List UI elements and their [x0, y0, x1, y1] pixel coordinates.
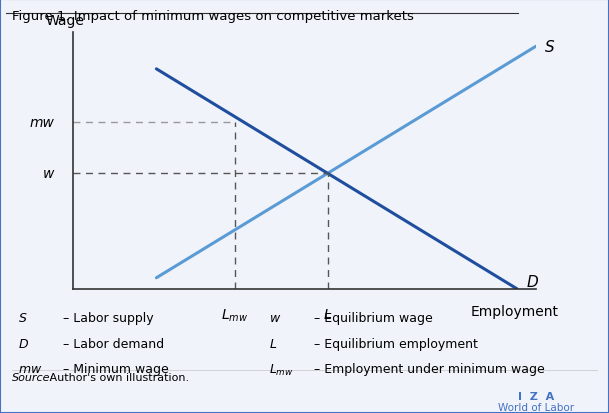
Text: World of Labor: World of Labor: [498, 402, 574, 412]
Text: – Employment under minimum wage: – Employment under minimum wage: [311, 363, 545, 375]
Text: $L_{mw}$: $L_{mw}$: [269, 361, 294, 377]
Text: S: S: [545, 40, 555, 55]
Text: – Equilibrium employment: – Equilibrium employment: [311, 337, 478, 350]
Text: $S$: $S$: [18, 312, 27, 325]
Text: Author's own illustration.: Author's own illustration.: [46, 372, 189, 382]
Text: – Equilibrium wage: – Equilibrium wage: [311, 312, 433, 325]
Text: $D$: $D$: [18, 337, 29, 350]
Text: – Minimum wage: – Minimum wage: [59, 363, 169, 375]
Text: D: D: [526, 275, 538, 290]
Text: $w$: $w$: [269, 312, 281, 325]
Text: Source:: Source:: [12, 372, 54, 382]
Text: $mw$: $mw$: [18, 363, 43, 375]
Text: – Labor supply: – Labor supply: [59, 312, 153, 325]
Text: Figure 1. Impact of minimum wages on competitive markets: Figure 1. Impact of minimum wages on com…: [12, 10, 414, 23]
Text: $L$: $L$: [323, 307, 332, 321]
Text: Wage: Wage: [45, 14, 84, 28]
Text: I  Z  A: I Z A: [518, 392, 554, 401]
Text: $L_{mw}$: $L_{mw}$: [222, 307, 248, 323]
Text: – Labor demand: – Labor demand: [59, 337, 164, 350]
Text: w: w: [43, 167, 55, 181]
Text: Employment: Employment: [471, 304, 559, 318]
Text: $L$: $L$: [269, 337, 278, 350]
Text: mw: mw: [30, 116, 55, 130]
